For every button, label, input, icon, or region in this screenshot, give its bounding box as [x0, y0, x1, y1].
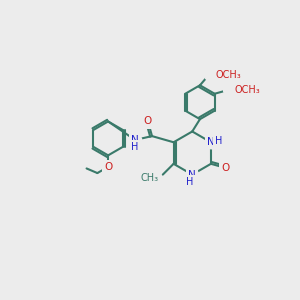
Text: H: H [130, 142, 138, 152]
Text: H: H [215, 136, 222, 146]
Text: O: O [221, 163, 230, 173]
Text: O: O [104, 162, 112, 172]
Text: N: N [131, 135, 139, 145]
Text: CH₃: CH₃ [141, 173, 159, 183]
Text: N: N [207, 137, 215, 147]
Text: O: O [143, 116, 152, 127]
Text: H: H [186, 177, 194, 187]
Text: N: N [188, 169, 196, 180]
Text: OCH₃: OCH₃ [215, 70, 241, 80]
Text: OCH₃: OCH₃ [235, 85, 260, 95]
